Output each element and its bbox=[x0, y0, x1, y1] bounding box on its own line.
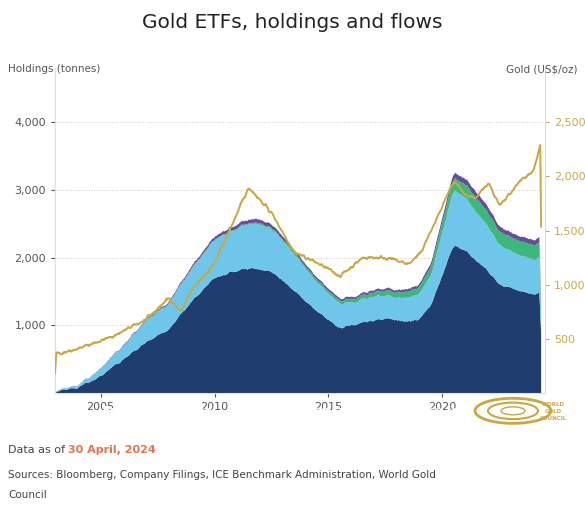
Text: COUNCIL: COUNCIL bbox=[539, 416, 567, 421]
Text: Data as of: Data as of bbox=[8, 445, 68, 455]
Text: Gold ETFs, holdings and flows: Gold ETFs, holdings and flows bbox=[142, 13, 443, 31]
Text: Weekly: Weekly bbox=[509, 15, 571, 29]
Text: Council: Council bbox=[8, 490, 47, 500]
Text: North America: North America bbox=[255, 407, 345, 417]
Text: GOLD: GOLD bbox=[545, 409, 562, 414]
Text: Europe: Europe bbox=[168, 407, 212, 417]
Text: Gold price (rhs): Gold price (rhs) bbox=[378, 407, 476, 417]
Text: WORLD: WORLD bbox=[542, 402, 565, 407]
Text: Sources: Bloomberg, Company Filings, ICE Benchmark Administration, World Gold: Sources: Bloomberg, Company Filings, ICE… bbox=[8, 470, 436, 480]
Text: 30 April, 2024: 30 April, 2024 bbox=[68, 445, 156, 455]
Text: Other: Other bbox=[22, 407, 58, 417]
Text: Asia: Asia bbox=[102, 407, 128, 417]
Text: Tonnes: Tonnes bbox=[15, 15, 75, 29]
Text: Holdings (tonnes): Holdings (tonnes) bbox=[8, 64, 101, 74]
Text: Gold (US$/oz): Gold (US$/oz) bbox=[505, 64, 577, 74]
